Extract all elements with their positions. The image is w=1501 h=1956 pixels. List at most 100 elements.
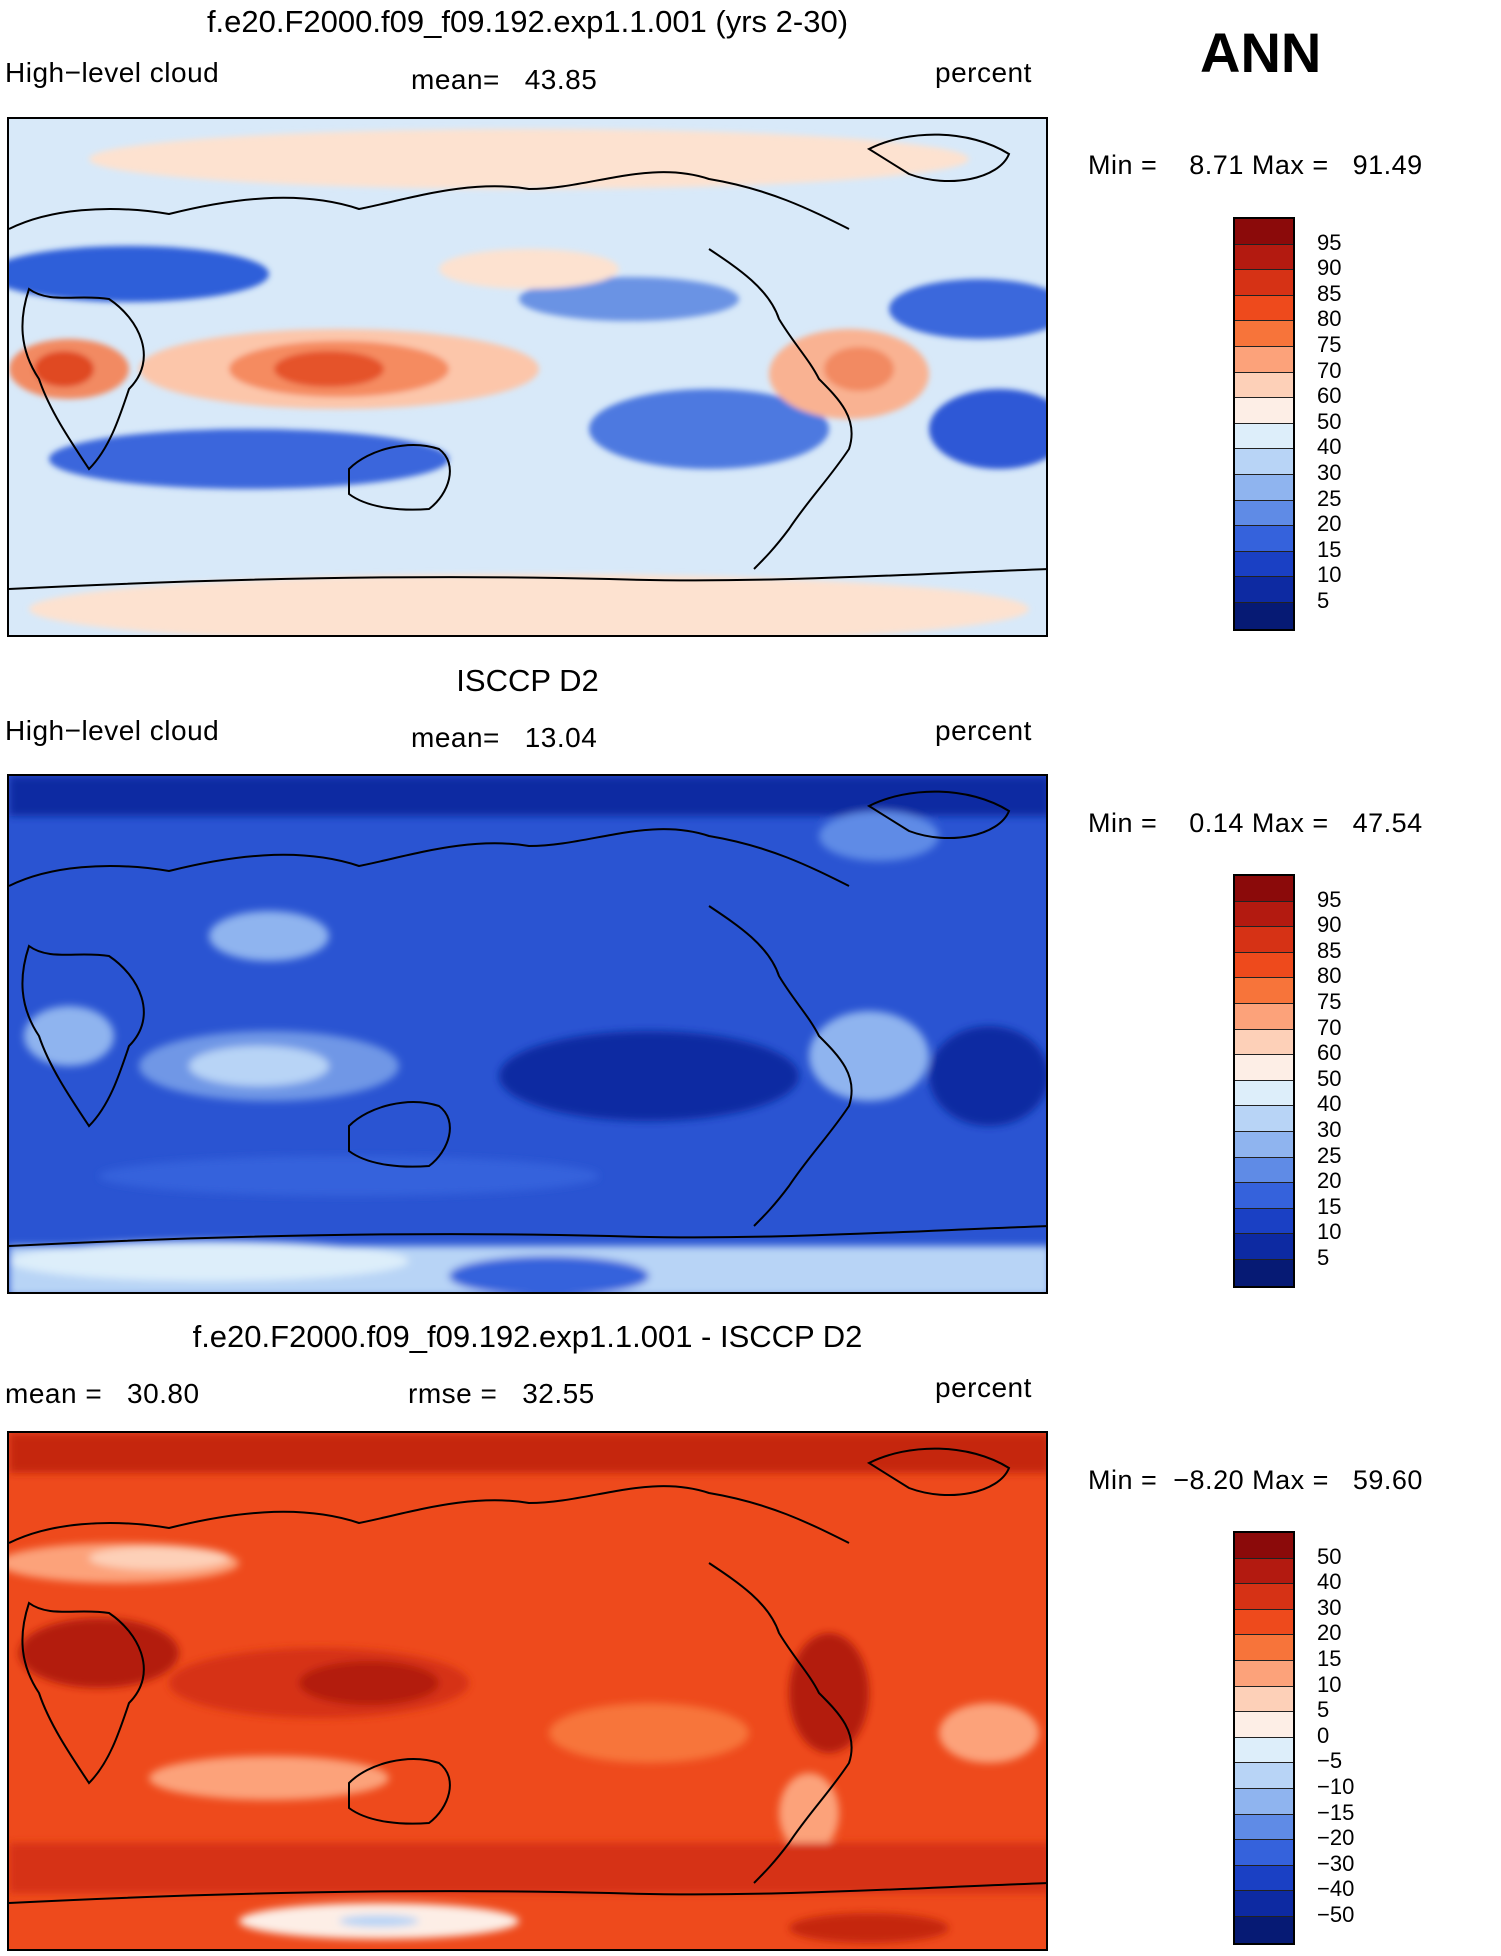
panel3-units: percent: [935, 1372, 1032, 1403]
colorbar-tick-label: −40: [1317, 1876, 1355, 1902]
colorbar-tick-label: −20: [1317, 1825, 1355, 1851]
panel3-colorbar: [1233, 1531, 1295, 1945]
colorbar-tick-label: 90: [1317, 255, 1342, 281]
colorbar-swatch: [1235, 1737, 1293, 1764]
colorbar-tick-label: 25: [1317, 1142, 1342, 1168]
panel1-colorbar: [1233, 217, 1295, 631]
colorbar-swatch: [1235, 346, 1293, 373]
colorbar-tick-label: 50: [1317, 1065, 1342, 1091]
colorbar-swatch: [1235, 1259, 1293, 1286]
panel3-title: f.e20.F2000.f09_f09.192.exp1.1.001 - ISC…: [192, 1319, 863, 1354]
colorbar-swatch: [1235, 1840, 1293, 1866]
colorbar-swatch: [1235, 1003, 1293, 1030]
panel2-map: [7, 774, 1048, 1294]
colorbar-swatch: [1235, 1029, 1293, 1056]
colorbar-swatch: [1235, 978, 1293, 1004]
colorbar-tick-label: 5: [1317, 1245, 1330, 1270]
colorbar-swatch: [1235, 1916, 1293, 1943]
panel2-units: percent: [935, 715, 1032, 746]
colorbar-tick-label: 75: [1317, 989, 1342, 1014]
colorbar-swatch: [1235, 1208, 1293, 1235]
colorbar-tick-label: 10: [1317, 1219, 1342, 1245]
colorbar-tick-label: 90: [1317, 912, 1342, 938]
panel1-units: percent: [935, 57, 1032, 88]
colorbar-tick-label: 50: [1317, 408, 1342, 434]
colorbar-swatch: [1235, 372, 1293, 399]
panel2-mean: mean= 13.04: [411, 722, 598, 753]
colorbar-tick-label: 20: [1317, 511, 1342, 537]
colorbar-swatch: [1235, 423, 1293, 450]
colorbar-swatch: [1235, 1234, 1293, 1260]
colorbar-swatch: [1235, 474, 1293, 501]
colorbar-swatch: [1235, 1106, 1293, 1132]
colorbar-swatch: [1235, 1558, 1293, 1585]
colorbar-tick-label: 15: [1317, 1646, 1342, 1671]
colorbar-swatch: [1235, 876, 1293, 902]
colorbar-tick-label: −10: [1317, 1774, 1355, 1799]
colorbar-swatch: [1235, 551, 1293, 578]
colorbar-tick-label: 75: [1317, 332, 1342, 357]
colorbar-tick-label: −5: [1317, 1748, 1343, 1774]
colorbar-swatch: [1235, 1660, 1293, 1687]
colorbar-tick-label: 70: [1317, 1014, 1342, 1040]
colorbar-swatch: [1235, 1157, 1293, 1184]
panel3-mean: mean = 30.80: [5, 1378, 200, 1409]
colorbar-tick-label: 85: [1317, 937, 1342, 963]
colorbar-tick-label: 30: [1317, 1117, 1342, 1142]
colorbar-swatch: [1235, 321, 1293, 347]
colorbar-swatch: [1235, 1788, 1293, 1815]
colorbar-tick-label: −30: [1317, 1850, 1355, 1876]
colorbar-swatch: [1235, 500, 1293, 527]
colorbar-tick-label: 95: [1317, 229, 1342, 255]
colorbar-swatch: [1235, 1865, 1293, 1892]
panel2-min-max: Min = 0.14 Max = 47.54: [1088, 808, 1423, 838]
colorbar-swatch: [1235, 1814, 1293, 1841]
colorbar-tick-label: 60: [1317, 1040, 1342, 1066]
panel3-map: [7, 1431, 1048, 1951]
colorbar-tick-label: 15: [1317, 536, 1342, 562]
colorbar-swatch: [1235, 1686, 1293, 1713]
colorbar-swatch: [1235, 1131, 1293, 1158]
colorbar-tick-label: 25: [1317, 485, 1342, 511]
colorbar-swatch: [1235, 1712, 1293, 1738]
panel1-min-max: Min = 8.71 Max = 91.49: [1088, 150, 1423, 180]
colorbar-swatch: [1235, 1763, 1293, 1789]
colorbar-tick-label: 60: [1317, 383, 1342, 409]
colorbar-swatch: [1235, 295, 1293, 322]
colorbar-swatch: [1235, 1183, 1293, 1209]
colorbar-tick-label: 40: [1317, 1569, 1342, 1595]
colorbar-swatch: [1235, 952, 1293, 979]
colorbar-swatch: [1235, 1055, 1293, 1081]
colorbar-tick-label: 85: [1317, 280, 1342, 306]
panel1-map: [7, 117, 1048, 637]
colorbar-tick-label: 10: [1317, 1671, 1342, 1697]
panel2-variable-label: High−level cloud: [5, 715, 220, 746]
colorbar-swatch: [1235, 1609, 1293, 1636]
colorbar-tick-label: 80: [1317, 963, 1342, 989]
colorbar-tick-label: 20: [1317, 1620, 1342, 1646]
colorbar-tick-label: 0: [1317, 1722, 1330, 1748]
panel2-title: ISCCP D2: [456, 663, 599, 698]
colorbar-swatch: [1235, 244, 1293, 271]
colorbar-swatch: [1235, 1635, 1293, 1661]
colorbar-tick-label: 10: [1317, 562, 1342, 588]
colorbar-swatch: [1235, 219, 1293, 245]
colorbar-swatch: [1235, 927, 1293, 953]
colorbar-tick-label: −50: [1317, 1902, 1355, 1927]
colorbar-tick-label: −15: [1317, 1799, 1355, 1825]
panel1-mean: mean= 43.85: [411, 64, 598, 95]
panel3-min-max: Min = −8.20 Max = 59.60: [1088, 1465, 1423, 1495]
colorbar-swatch: [1235, 602, 1293, 629]
colorbar-tick-label: 70: [1317, 357, 1342, 383]
colorbar-swatch: [1235, 901, 1293, 928]
colorbar-tick-label: 30: [1317, 1594, 1342, 1620]
colorbar-tick-label: 20: [1317, 1168, 1342, 1194]
colorbar-swatch: [1235, 1533, 1293, 1559]
panel1-title: f.e20.F2000.f09_f09.192.exp1.1.001 (yrs …: [206, 4, 849, 39]
colorbar-tick-label: 5: [1317, 1697, 1330, 1723]
colorbar-tick-label: 80: [1317, 306, 1342, 332]
panel3-rmse: rmse = 32.55: [408, 1378, 595, 1409]
colorbar-swatch: [1235, 449, 1293, 475]
colorbar-tick-label: 50: [1317, 1543, 1342, 1569]
season-label: ANN: [1200, 21, 1322, 84]
